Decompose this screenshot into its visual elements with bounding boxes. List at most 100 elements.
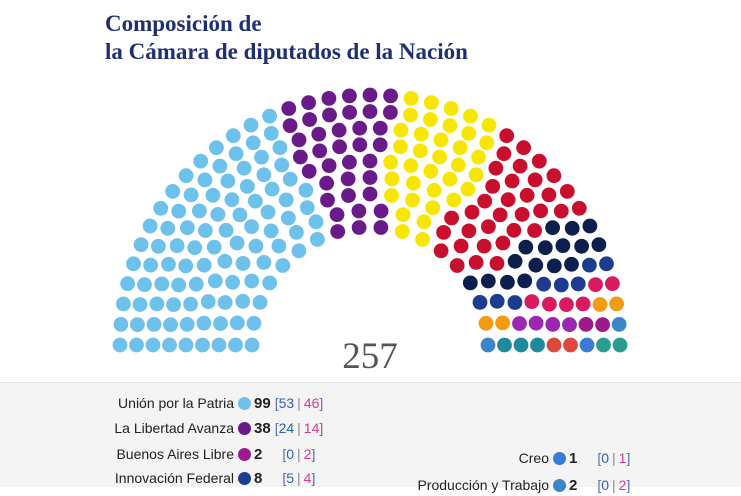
seat-1-5: [178, 337, 194, 353]
seat-4-7: [464, 204, 480, 220]
seat-2-33: [372, 120, 388, 136]
seat-3-11: [424, 95, 439, 110]
seat-15-1: [596, 337, 611, 353]
seat-1-41: [196, 257, 212, 273]
seat-4-13: [504, 173, 520, 189]
seat-7-5: [559, 297, 574, 312]
seat-2-34: [372, 137, 388, 153]
legend-item-la-libertad-avanza: La Libertad Avanza 38 [24 | 14]: [104, 417, 323, 439]
seat-3-22: [426, 182, 442, 198]
seat-1-67: [232, 207, 248, 223]
seat-12-1: [497, 337, 512, 353]
seat-2-35: [373, 203, 389, 219]
seat-12-3: [530, 337, 545, 353]
seat-3-27: [461, 125, 477, 141]
seat-7-4: [542, 296, 557, 312]
seat-4-8: [485, 179, 501, 194]
seat-1-84: [281, 210, 296, 226]
seat-1-88: [254, 149, 269, 165]
seat-1-68: [197, 172, 213, 188]
seat-4-29: [559, 184, 575, 199]
legend-split-a: 0: [286, 446, 295, 462]
seat-1-45: [187, 240, 203, 256]
legend-swatch: [238, 421, 251, 435]
seat-1-35: [161, 256, 176, 272]
seat-1-33: [143, 257, 159, 273]
seat-1-23: [183, 296, 199, 312]
seat-3-15: [394, 224, 410, 239]
seat-2-26: [352, 137, 368, 153]
seat-3-13: [406, 175, 421, 191]
seat-1-46: [217, 253, 233, 269]
seat-1-94: [263, 125, 279, 141]
total-seats-label: 257: [342, 336, 398, 377]
seat-4-6: [433, 243, 449, 259]
seat-4-17: [481, 219, 496, 235]
seat-1-97: [308, 214, 324, 230]
seat-3-9: [413, 126, 429, 142]
seat-3-8: [403, 158, 419, 174]
seat-2-1: [293, 149, 308, 165]
legend-swatch: [238, 396, 251, 410]
seat-4-11: [512, 158, 528, 174]
seat-3-30: [415, 232, 430, 247]
seat-3-18: [433, 132, 449, 148]
seat-3-33: [471, 149, 486, 165]
legend-split-b: 46: [303, 395, 320, 411]
seat-1-80: [236, 160, 252, 176]
legend-split-a: 5: [286, 470, 295, 486]
seat-2-38: [373, 220, 389, 235]
seat-7-1: [524, 294, 540, 309]
seat-1-38: [133, 237, 149, 253]
seat-1-50: [235, 256, 251, 271]
seat-4-21: [546, 168, 562, 184]
seat-2-25: [342, 88, 357, 104]
seat-2-9: [302, 112, 317, 127]
seat-3-23: [416, 214, 432, 230]
seat-4-26: [506, 222, 522, 238]
legend-split-a: 0: [601, 477, 610, 493]
seat-1-99: [298, 182, 314, 198]
seat-2-4: [291, 132, 307, 148]
seat-1-49: [206, 239, 222, 255]
seat-1-26: [137, 277, 152, 292]
seat-1-73: [220, 173, 236, 189]
seat-1-70: [271, 238, 287, 254]
legend-split-a: 0: [601, 450, 610, 466]
seat-4-2: [436, 225, 451, 240]
seat-4-14: [453, 238, 469, 254]
seat-3-24: [463, 108, 478, 124]
seat-2-27: [352, 120, 368, 136]
seat-1-75: [247, 193, 263, 209]
seat-4-16: [500, 192, 516, 208]
seat-1-9: [112, 337, 128, 353]
seat-3-31: [481, 117, 497, 133]
seat-5-16: [564, 256, 579, 272]
legend-total: 99: [254, 394, 271, 412]
legend-item-buenos-aires-libre: Buenos Aires Libre 2 [0 | 2]: [104, 443, 315, 465]
seat-1-74: [212, 158, 228, 174]
seat-3-25: [425, 200, 441, 216]
seat-1-20: [246, 315, 262, 331]
seat-1-25: [200, 294, 216, 309]
seat-2-13: [311, 126, 327, 142]
seat-3-7: [403, 107, 418, 123]
seat-8-4: [609, 296, 624, 312]
seat-3-4: [393, 122, 409, 138]
seat-2-17: [332, 139, 347, 155]
seat-4-27: [533, 203, 548, 219]
seat-4-20: [519, 187, 535, 203]
seat-2-23: [342, 105, 357, 120]
seat-1-2: [228, 337, 243, 353]
seat-1-15: [196, 315, 212, 331]
seat-9-1: [512, 316, 527, 331]
seat-4-22: [449, 258, 465, 273]
seat-1-19: [132, 297, 148, 312]
legend-label: Creo: [518, 450, 549, 466]
seat-1-55: [229, 235, 245, 251]
seat-5-13: [591, 237, 607, 253]
seat-3-34: [479, 135, 495, 151]
hemicycle-chart: 257: [112, 87, 628, 377]
seat-1-78: [260, 204, 276, 220]
seat-6-6: [553, 277, 569, 293]
